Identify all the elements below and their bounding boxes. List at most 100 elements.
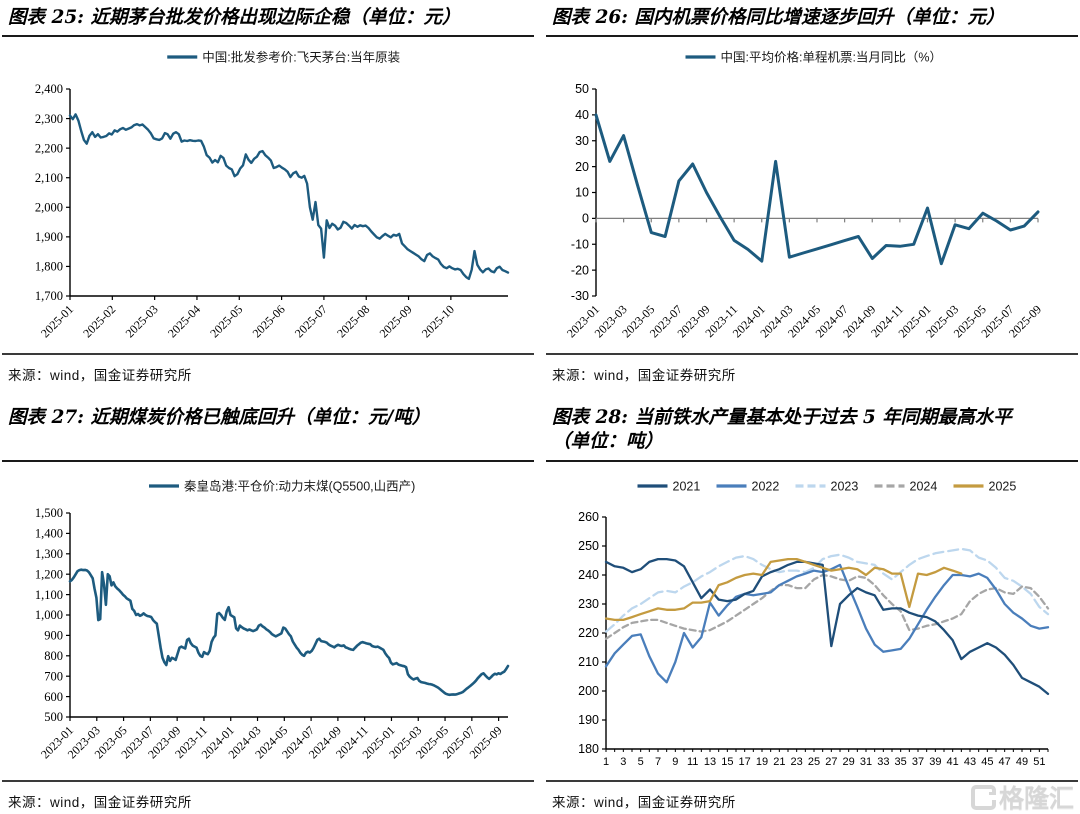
svg-text:20: 20 [575,160,589,174]
svg-text:29: 29 [843,756,855,768]
svg-text:2022: 2022 [752,480,780,494]
svg-text:39: 39 [929,756,941,768]
series-line-中国:平均价格:单程机票:当月同比（%） [594,113,1040,266]
svg-text:220: 220 [578,626,599,640]
svg-text:260: 260 [578,510,599,524]
svg-text:500: 500 [44,710,63,724]
gelonghui-watermark: 格隆汇 [970,779,1074,814]
series [68,568,510,697]
series-line-2025 [604,557,963,622]
legend: 2021 2022 2023 2024 2025 [637,480,1016,494]
svg-text:3: 3 [620,756,626,768]
legend: 中国:平均价格:单程机票:当月同比（%） [685,50,943,65]
axes: -30-20-10010203040502023-012023-032023-0… [564,82,1044,340]
svg-text:2025-05: 2025-05 [207,302,245,340]
svg-text:中国:批发参考价:飞天茅台:当年原装: 中国:批发参考价:飞天茅台:当年原装 [202,50,400,65]
svg-text:2,000: 2,000 [35,200,63,214]
svg-text:30: 30 [575,134,589,148]
svg-text:15: 15 [721,756,733,768]
svg-text:2025-08: 2025-08 [334,302,372,340]
svg-text:2025-02: 2025-02 [80,302,118,340]
svg-text:2025-10: 2025-10 [419,302,457,340]
axes: 1,700 1,800 1,900 2,000 2,100 2,200 2,300 2,400… [35,82,508,340]
chart-panel-hot-metal: 图表 28: 当前铁水产量基本处于过去 5 年同期最高水平（单位：吨） 180 1… [546,400,1078,811]
svg-text:1,100: 1,100 [35,588,63,602]
svg-text:2025-09: 2025-09 [377,302,415,340]
svg-text:35: 35 [895,756,907,768]
svg-text:230: 230 [578,597,599,611]
svg-text:1,700: 1,700 [35,289,63,303]
svg-text:2023: 2023 [831,480,859,494]
series [594,113,1040,266]
svg-text:-30: -30 [571,289,589,303]
svg-text:23: 23 [791,756,803,768]
chart-panel-airfare: 图表 26: 国内机票价格同比增速逐步回升（单位：元） -30 -20 -10 0 10… [546,0,1078,384]
chart-title-25: 图表 25: 近期茅台批发价格出现边际企稳（单位：元） [2,0,534,37]
series-line-2024 [604,573,1050,640]
source-note: 来源：wind，国金证券研究所 [2,353,534,384]
svg-text:40: 40 [575,108,589,122]
svg-text:1,800: 1,800 [35,260,63,274]
svg-text:37: 37 [912,756,924,768]
svg-text:210: 210 [578,655,599,669]
svg-text:17: 17 [739,756,751,768]
svg-text:2025-04: 2025-04 [165,302,203,340]
svg-text:1: 1 [603,756,609,768]
svg-text:-10: -10 [571,237,589,251]
legend: 秦皇岛港:平仓价:动力末煤(Q5500,山西产) [149,479,415,494]
gelonghui-logo-icon [970,784,996,810]
chart-title-28: 图表 28: 当前铁水产量基本处于过去 5 年同期最高水平（单位：吨） [546,400,1078,462]
svg-text:-20: -20 [571,263,589,277]
chart-title-26: 图表 26: 国内机票价格同比增速逐步回升（单位：元） [546,0,1078,37]
svg-text:1,900: 1,900 [35,230,63,244]
gelonghui-logo-text: 格隆汇 [998,784,1074,813]
svg-text:2025-01: 2025-01 [38,302,76,340]
svg-text:中国:平均价格:单程机票:当月同比（%）: 中国:平均价格:单程机票:当月同比（%） [721,50,943,65]
svg-text:9: 9 [672,756,678,768]
series-line-2021 [604,557,1050,696]
svg-text:33: 33 [877,756,889,768]
svg-text:47: 47 [999,756,1011,768]
svg-text:45: 45 [981,756,993,768]
svg-text:600: 600 [44,690,63,704]
svg-text:1,300: 1,300 [35,547,63,561]
svg-text:2,400: 2,400 [35,82,63,96]
series [68,113,510,281]
source-note: 来源：wind，国金证券研究所 [546,780,1078,811]
svg-text:2025-06: 2025-06 [250,302,288,340]
moutai-price-chart: 1,700 1,800 1,900 2,000 2,100 2,200 2,300 2,400… [35,50,510,340]
svg-text:2,100: 2,100 [35,171,63,185]
svg-text:41: 41 [947,756,959,768]
svg-text:200: 200 [578,684,599,698]
svg-text:49: 49 [1016,756,1028,768]
chart-panel-moutai: 图表 25: 近期茅台批发价格出现边际企稳（单位：元） 1,700 1,800 1,… [2,0,534,384]
svg-text:2025-03: 2025-03 [123,302,161,340]
svg-text:27: 27 [825,756,837,768]
svg-text:1,500: 1,500 [35,506,63,520]
series-line-中国:批发参考价:飞天茅台:当年原装 [68,113,510,281]
source-note: 来源：wind，国金证券研究所 [2,780,534,811]
svg-text:2,200: 2,200 [35,141,63,155]
svg-text:50: 50 [575,82,589,96]
svg-text:0: 0 [582,212,589,226]
chart-panel-coal: 图表 27: 近期煤炭价格已触底回升（单位：元/吨） 500 600 700 800 9… [2,400,534,811]
svg-text:11: 11 [687,756,698,768]
svg-text:25: 25 [808,756,820,768]
series-line-2023 [604,547,1050,633]
svg-text:2021: 2021 [673,480,701,494]
svg-text:190: 190 [578,713,599,727]
source-note: 来源：wind，国金证券研究所 [546,353,1078,384]
svg-text:900: 900 [44,629,63,643]
svg-text:51: 51 [1033,756,1045,768]
svg-text:21: 21 [773,756,785,768]
chart-title-27: 图表 27: 近期煤炭价格已触底回升（单位：元/吨） [2,400,534,462]
svg-text:7: 7 [655,756,661,768]
svg-text:250: 250 [578,539,599,553]
svg-text:2024: 2024 [910,480,938,494]
legend: 中国:批发参考价:飞天茅台:当年原装 [167,50,400,65]
svg-text:1,400: 1,400 [35,527,63,541]
series [604,547,1050,696]
